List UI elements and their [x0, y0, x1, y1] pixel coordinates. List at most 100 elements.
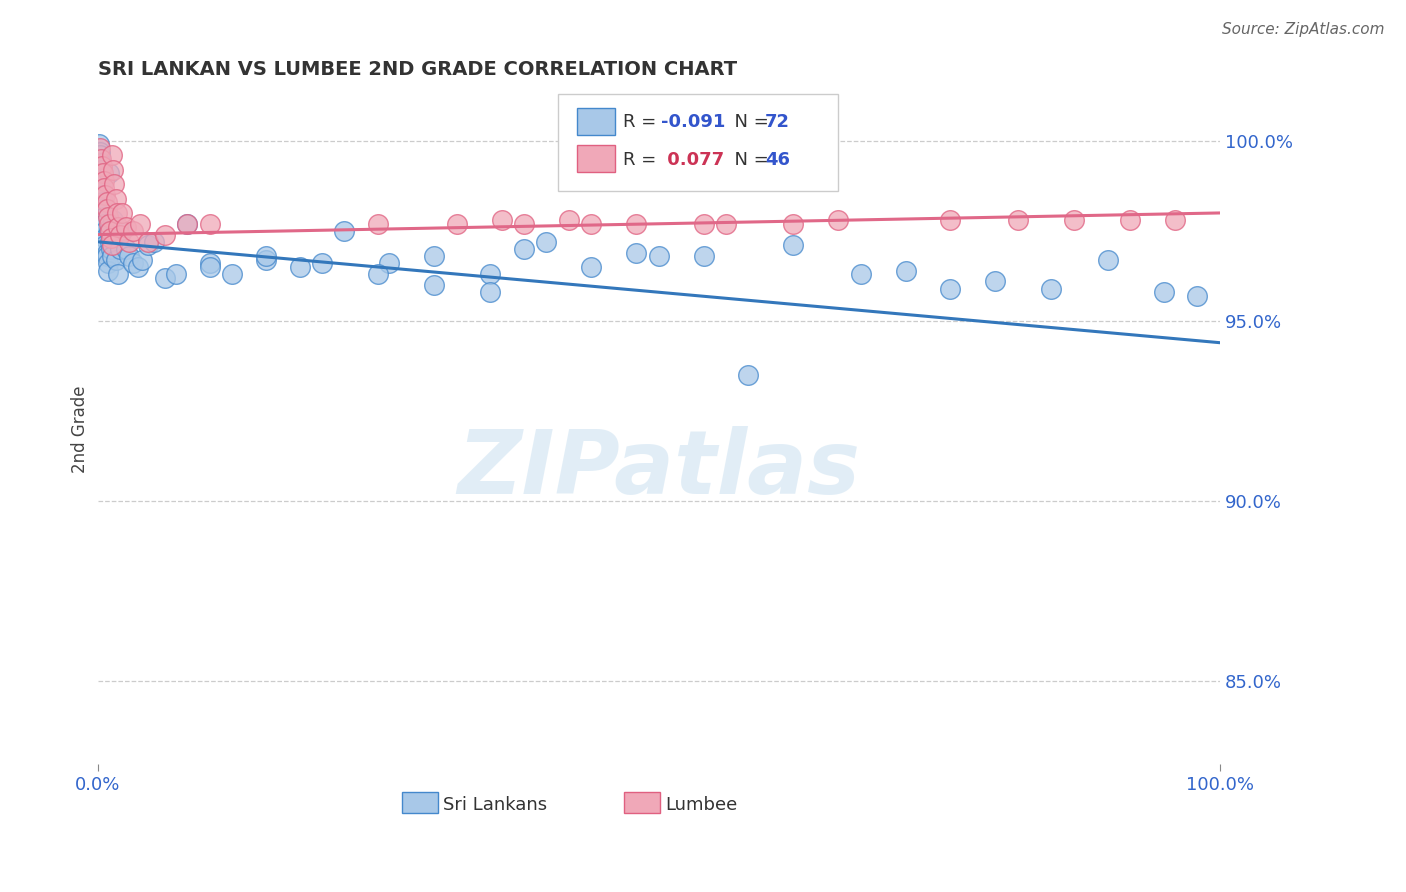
Point [311, 256, 333, 270]
Point [98, 235, 121, 249]
Point [122, 256, 145, 270]
Point [581, 217, 603, 231]
FancyBboxPatch shape [576, 145, 614, 172]
Point [122, 224, 145, 238]
Point [107, 220, 129, 235]
Point [176, 217, 198, 231]
FancyBboxPatch shape [576, 108, 614, 135]
Point [108, 242, 131, 256]
Point [827, 213, 849, 227]
Point [107, 267, 129, 281]
Point [198, 217, 221, 231]
Text: 72: 72 [765, 112, 790, 131]
Point [129, 217, 152, 231]
Text: R =: R = [623, 151, 662, 169]
Point [198, 260, 221, 274]
Point [1063, 213, 1085, 227]
Point [479, 285, 502, 300]
Point [894, 263, 917, 277]
Point [254, 252, 277, 267]
Point [114, 242, 136, 256]
Point [91, 185, 114, 199]
Point [103, 227, 125, 242]
Point [491, 213, 513, 227]
Text: Sri Lankans: Sri Lankans [443, 796, 547, 814]
Text: Source: ZipAtlas.com: Source: ZipAtlas.com [1222, 22, 1385, 37]
Point [692, 249, 714, 263]
Point [423, 278, 446, 293]
Point [90, 152, 112, 166]
FancyBboxPatch shape [624, 792, 659, 814]
Point [939, 282, 962, 296]
Point [1187, 289, 1209, 303]
Point [89, 148, 111, 162]
Text: R =: R = [623, 112, 662, 131]
Point [87, 137, 110, 152]
Point [1097, 252, 1119, 267]
Point [96, 245, 118, 260]
Point [91, 177, 114, 191]
Point [984, 274, 1007, 288]
Point [479, 267, 502, 281]
FancyBboxPatch shape [558, 94, 838, 191]
Point [90, 166, 112, 180]
Point [367, 217, 389, 231]
Point [111, 206, 134, 220]
Point [94, 224, 117, 238]
Point [647, 249, 669, 263]
Point [1119, 213, 1142, 227]
Point [93, 173, 115, 187]
Point [118, 235, 141, 249]
Point [96, 202, 118, 217]
Text: -0.091: -0.091 [661, 112, 725, 131]
Point [94, 231, 117, 245]
Point [108, 227, 131, 242]
Point [581, 260, 603, 274]
Point [101, 148, 124, 162]
Point [97, 224, 120, 238]
Point [114, 220, 136, 235]
Point [153, 270, 176, 285]
Point [131, 252, 153, 267]
Point [103, 162, 125, 177]
Point [165, 267, 187, 281]
Point [221, 267, 243, 281]
Text: 46: 46 [765, 151, 790, 169]
Point [100, 242, 122, 256]
Point [536, 235, 558, 249]
Point [737, 368, 759, 383]
Point [288, 260, 311, 274]
Point [1153, 285, 1175, 300]
Text: N =: N = [723, 151, 775, 169]
Point [111, 224, 134, 238]
Point [118, 249, 141, 263]
Point [176, 217, 198, 231]
Text: ZIPatlas: ZIPatlas [457, 425, 860, 513]
Point [104, 252, 127, 267]
Point [254, 249, 277, 263]
Point [513, 217, 536, 231]
Point [1040, 282, 1063, 296]
Point [142, 235, 165, 249]
Point [90, 155, 112, 169]
Point [91, 159, 114, 173]
Point [513, 242, 536, 256]
Text: SRI LANKAN VS LUMBEE 2ND GRADE CORRELATION CHART: SRI LANKAN VS LUMBEE 2ND GRADE CORRELATI… [97, 60, 737, 78]
Point [97, 166, 120, 180]
Text: 0.077: 0.077 [661, 151, 724, 169]
Point [93, 217, 115, 231]
Text: N =: N = [723, 112, 775, 131]
Point [333, 224, 356, 238]
Point [101, 238, 124, 252]
Point [97, 263, 120, 277]
Point [714, 217, 737, 231]
Point [378, 256, 401, 270]
FancyBboxPatch shape [402, 792, 437, 814]
Point [97, 256, 120, 270]
Point [558, 213, 581, 227]
Point [91, 166, 114, 180]
Text: Lumbee: Lumbee [665, 796, 738, 814]
Point [101, 249, 124, 263]
Point [782, 238, 804, 252]
Point [91, 202, 114, 217]
